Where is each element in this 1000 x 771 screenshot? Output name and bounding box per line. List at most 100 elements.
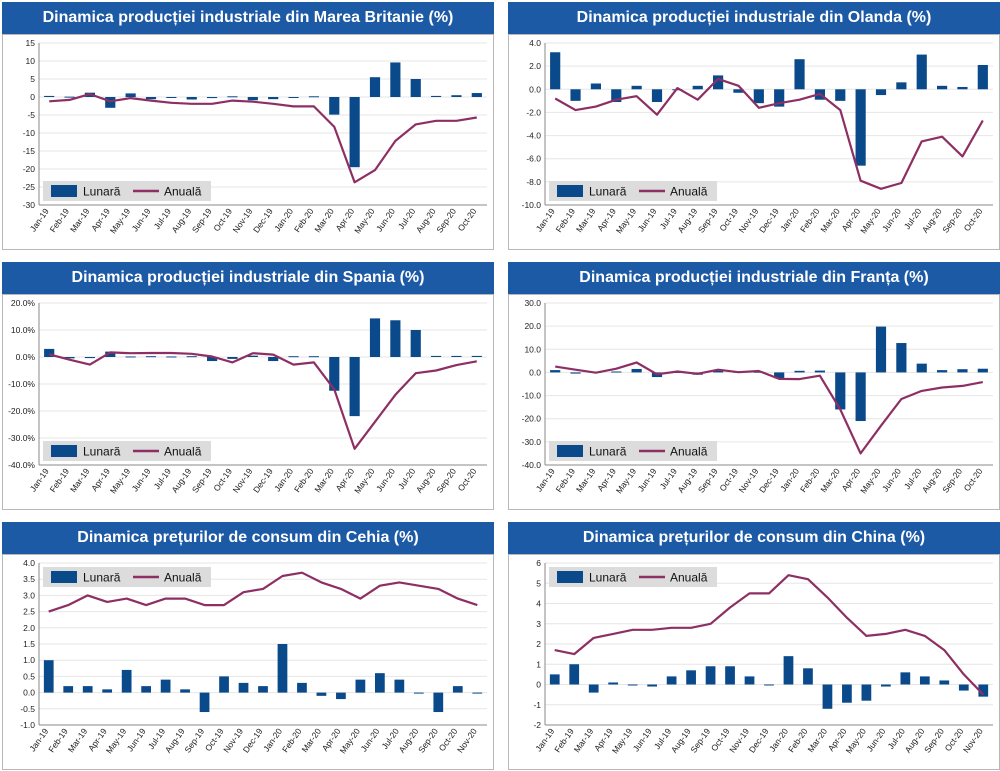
y-tick-label: -40.0% — [8, 460, 35, 470]
x-tick-label: Oct-20 — [456, 466, 479, 493]
bar — [125, 356, 136, 358]
chart-uk: -30-25-20-15-10-5051015Jan-19Feb-19Mar-1… — [23, 38, 487, 235]
panel-uk: Dinamica producției industriale din Mare… — [2, 2, 494, 250]
x-tick-label: Mar-19 — [68, 206, 92, 234]
x-tick-label: Mar-19 — [68, 466, 92, 494]
bar — [900, 672, 911, 685]
bar — [692, 85, 703, 90]
bar — [549, 674, 560, 685]
bar — [413, 692, 424, 694]
chart-title: Dinamica prețurilor de consum din Cehia … — [2, 522, 494, 554]
y-tick-label: 30.0 — [524, 298, 541, 308]
x-tick-label: Feb-19 — [554, 466, 578, 494]
y-tick-label: 10 — [26, 56, 36, 66]
y-tick-label: 0.0 — [529, 367, 541, 377]
chart-france: -40.0-30.0-20.0-10.00.010.020.030.0Jan-1… — [522, 298, 993, 495]
x-tick-label: Sep-20 — [940, 466, 964, 494]
bar — [958, 684, 969, 691]
legend-label-monthly: Lunară — [589, 445, 627, 459]
bar — [410, 330, 421, 357]
x-tick-label: Sep-20 — [416, 726, 440, 754]
bar — [145, 97, 157, 100]
bar — [277, 644, 288, 693]
bar — [82, 686, 93, 693]
x-tick-label: Dec-19 — [251, 206, 275, 234]
bar — [590, 83, 601, 90]
series-line — [48, 351, 478, 450]
y-tick-label: -8.0 — [526, 177, 541, 187]
x-tick-label: Jun-20 — [864, 726, 887, 753]
bar — [896, 343, 907, 373]
y-tick-label: 0.0 — [529, 84, 541, 94]
x-tick-label: Dec-19 — [747, 726, 771, 754]
bar — [774, 372, 785, 379]
bar — [472, 692, 483, 694]
x-tick-label: Mar-19 — [66, 726, 90, 754]
y-tick-label: -2.0 — [526, 107, 541, 117]
x-tick-label: Nov-19 — [231, 466, 255, 494]
bar — [916, 363, 927, 373]
x-tick-label: Mar-19 — [572, 726, 596, 754]
y-tick-label: -20.0 — [522, 414, 542, 424]
bar — [394, 679, 405, 693]
bar — [608, 682, 619, 685]
bar — [977, 368, 988, 373]
bar — [141, 686, 151, 693]
bar — [570, 372, 581, 374]
bar — [369, 318, 381, 357]
legend-label-annual: Anuală — [670, 445, 708, 459]
bar — [611, 89, 622, 103]
legend-label-annual: Anuală — [670, 571, 708, 585]
x-tick-label: Oct-20 — [456, 206, 479, 233]
chart-title: Dinamica producției industriale din Mare… — [2, 2, 494, 34]
bar — [125, 93, 136, 97]
bar — [166, 97, 177, 98]
bar — [919, 676, 930, 685]
bar — [288, 97, 299, 98]
bar — [803, 668, 813, 685]
bar — [733, 89, 744, 93]
y-tick-label: 2.0 — [23, 623, 35, 633]
bar — [881, 684, 891, 687]
x-tick-label: Oct-20 — [962, 206, 985, 233]
bar — [550, 370, 561, 373]
bar — [451, 355, 462, 357]
bar — [764, 684, 774, 686]
bar — [451, 95, 462, 97]
y-tick-label: -4.0 — [526, 131, 541, 141]
chart-title: Dinamica producției industriale din Fran… — [508, 262, 1000, 294]
chart-czechia: -1.0-0.50.00.51.01.52.02.53.03.54.0Jan-1… — [20, 558, 487, 755]
y-tick-label: -10 — [23, 128, 36, 138]
y-tick-label: 4.0 — [23, 558, 35, 568]
y-tick-label: 1 — [536, 659, 541, 669]
series-line — [49, 92, 477, 184]
bar — [84, 357, 95, 359]
y-tick-label: 15 — [26, 38, 36, 48]
y-tick-label: 20.0 — [524, 321, 541, 331]
x-tick-label: Nov-20 — [961, 726, 985, 754]
x-tick-label: May-19 — [108, 466, 133, 495]
x-tick-label: May-20 — [352, 466, 377, 495]
bar — [433, 692, 444, 713]
y-tick-label: -20.0% — [8, 406, 35, 416]
chart-frame: -40.0% -30.0% -20.0% -10.0% 0.0% 10.0% 20.0% Ja… — [2, 294, 494, 510]
bar — [835, 372, 846, 410]
bar — [297, 682, 307, 693]
bar — [896, 82, 907, 90]
bar — [794, 59, 805, 90]
chart-title: Dinamica producției industriale din Span… — [2, 262, 494, 294]
legend-swatch-bar — [51, 445, 77, 457]
bar — [753, 371, 764, 373]
bar — [647, 684, 657, 687]
bar — [268, 357, 279, 362]
x-tick-label: Feb-20 — [798, 466, 822, 494]
x-tick-label: Dec-19 — [251, 466, 275, 494]
x-tick-label: Aug-19 — [675, 206, 699, 234]
y-tick-label: 10.0 — [524, 344, 541, 354]
y-tick-label: 0.0 — [23, 688, 35, 698]
x-tick-label: Aug-20 — [920, 466, 944, 494]
y-tick-label: -1.0 — [20, 720, 35, 730]
legend-box — [43, 181, 211, 201]
bar — [651, 89, 663, 103]
x-tick-label: Nov-19 — [737, 206, 761, 234]
